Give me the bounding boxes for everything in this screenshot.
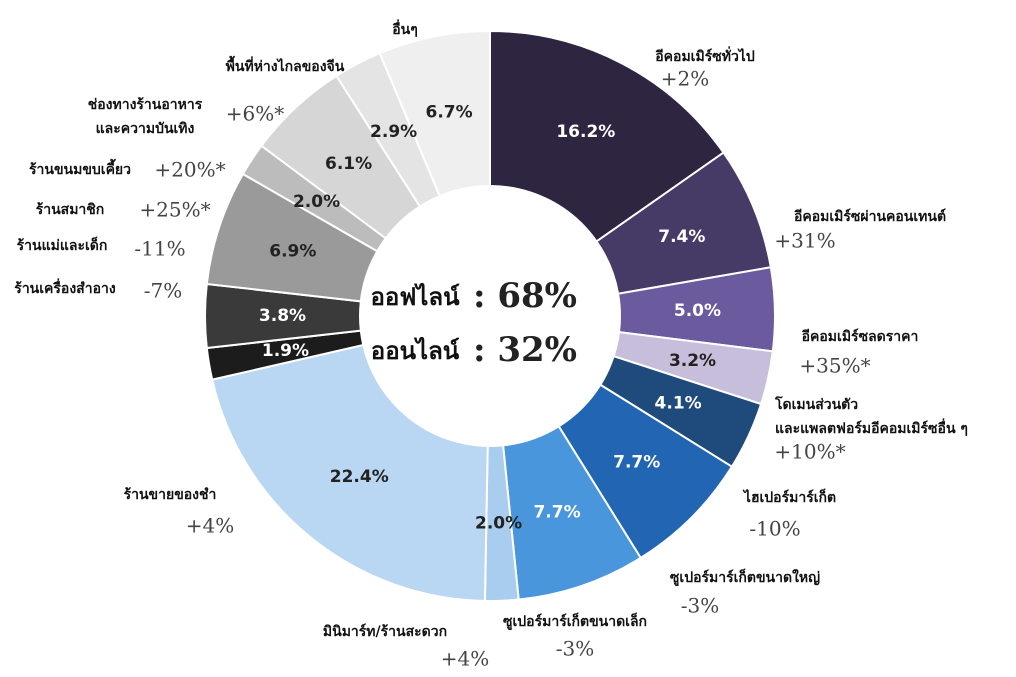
category-label: ซูเปอร์มาร์เก็ตขนาดใหญ่ xyxy=(670,568,820,586)
category-label: อีคอมเมิร์ซลดราคา xyxy=(801,328,918,345)
center-label: ออนไลน์ xyxy=(371,336,460,365)
value-label: 22.4% xyxy=(330,467,389,487)
value-label: 7.7% xyxy=(533,502,580,522)
category-label: ร้านขายของชำ xyxy=(124,487,217,503)
category-label: อื่นๆ xyxy=(392,19,418,38)
change-label: -7% xyxy=(144,279,183,303)
change-label: +20%* xyxy=(154,158,225,182)
category-label: ร้านสมาชิก xyxy=(36,202,105,218)
value-label: 4.1% xyxy=(655,394,702,414)
value-label: 3.8% xyxy=(259,306,306,326)
donut-slice xyxy=(489,29,725,243)
category-label: อีคอมเมิร์ซผ่านคอนเทนต์ xyxy=(793,208,946,225)
change-label: +35%* xyxy=(799,354,870,378)
value-label: 5.0% xyxy=(674,301,721,321)
value-label: 2.0% xyxy=(293,192,340,212)
value-label: 16.2% xyxy=(556,122,615,142)
value-label: 6.7% xyxy=(425,103,472,123)
donut-slice xyxy=(211,343,489,602)
change-label: +10%* xyxy=(774,440,845,464)
value-label: 7.4% xyxy=(658,227,705,247)
category-label: และความบันเทิง xyxy=(96,121,195,137)
center-value: : 68% xyxy=(473,276,577,316)
category-label: ร้านเครื่องสำอาง xyxy=(14,278,116,297)
change-label: -11% xyxy=(134,237,185,261)
center-value: : 32% xyxy=(473,330,577,370)
labels: 16.2% 7.4% 5.0% 3.2% 4.1% 7.7% 7.7% 2.0% 22.4% 1.… xyxy=(14,19,968,671)
value-label: 6.1% xyxy=(325,154,372,174)
category-label: พื้นที่ห่างไกลของจีน xyxy=(226,55,345,75)
change-label: -3% xyxy=(681,594,720,618)
donut-slice xyxy=(378,29,491,198)
category-label: โดเมนส่วนตัว xyxy=(774,395,858,413)
category-label: ซูเปอร์มาร์เก็ตขนาดเล็ก xyxy=(503,612,647,630)
category-label: มินิมาร์ท/ร้านสะดวก xyxy=(323,623,447,640)
change-label: +6%* xyxy=(226,102,285,126)
center-label: ออฟไลน์ xyxy=(370,282,460,311)
value-label: 7.7% xyxy=(613,453,660,473)
change-label: +31% xyxy=(774,229,835,253)
category-label: ร้านขนมขบเคี้ยว xyxy=(29,158,131,178)
change-label: -3% xyxy=(556,637,595,661)
category-label: ไฮเปอร์มาร์เก็ต xyxy=(742,488,836,506)
value-label: 1.9% xyxy=(262,341,309,361)
change-label: -10% xyxy=(749,517,800,541)
change-label: +2% xyxy=(661,67,710,91)
change-label: +4% xyxy=(186,514,235,538)
category-label: ร้านแม่และเด็ก xyxy=(17,236,108,254)
category-label: ช่องทางร้านอาหาร xyxy=(88,97,203,113)
value-label: 6.9% xyxy=(269,241,316,261)
category-label: อีคอมเมิร์ซทั่วไป xyxy=(655,46,755,65)
value-label: 2.0% xyxy=(475,513,522,533)
value-label: 3.2% xyxy=(669,351,716,371)
category-label: และแพลตฟอร์มอีคอมเมิร์ซอื่น ๆ xyxy=(775,418,968,437)
change-label: +25%* xyxy=(139,198,210,222)
change-label: +4% xyxy=(441,647,490,671)
value-label: 2.9% xyxy=(370,122,417,142)
